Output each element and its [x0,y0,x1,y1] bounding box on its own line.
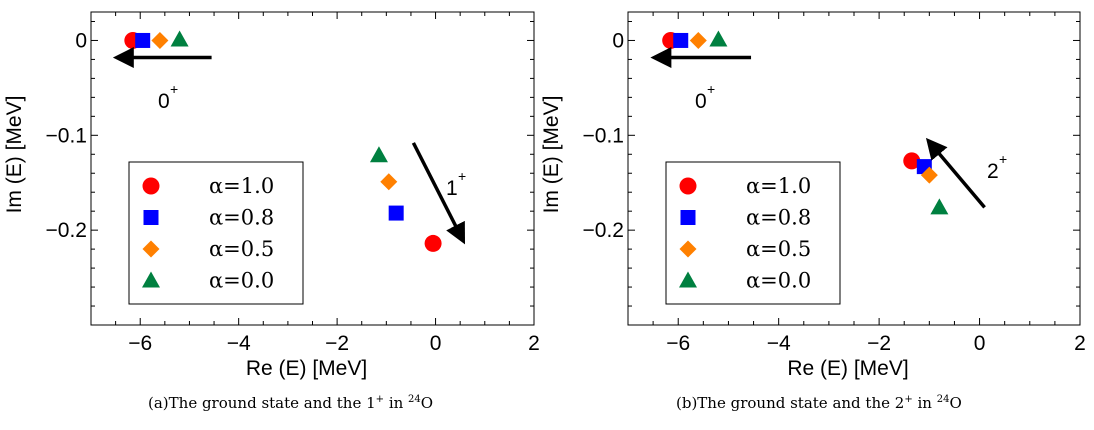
caption-b: (b)The ground state and the 2+ in 24O [676,394,962,412]
annotation-label: 0 [695,90,707,113]
legend-label: α=1.0 [746,174,811,198]
x-tick-label: 0 [430,332,442,355]
x-tick-label: 0 [974,332,986,355]
annotation-1: 2+ [925,137,1007,209]
data-point [920,166,938,184]
y-axis-label: Im (E) [MeV] [540,96,563,214]
x-tick-label: −2 [325,332,349,355]
legend-marker [679,240,697,258]
legend-marker [143,210,159,225]
arrow [925,137,986,209]
panel-a: −6 −4 −2 0 2 0 −0.1 −0.2 Re (E) [MeV] Im (E) [MeV… [3,11,540,380]
annotation-1: 1+ [411,142,466,245]
legend-label: α=0.8 [209,206,274,230]
data-point [170,30,189,47]
x-tick-label: 2 [1074,332,1086,355]
axis-ticks [627,12,1081,326]
y-tick-label: −0.1 [46,124,87,147]
data-point [903,152,921,170]
data-point [151,31,169,49]
annotation-sup: + [458,168,466,184]
figure: −6 −4 −2 0 2 0 −0.1 −0.2 Re (E) [MeV] Im (E) [MeV… [3,11,1086,380]
data-point [135,32,151,48]
legend: α=1.0 α=0.8 α=0.5 α=0.0 [128,161,304,305]
data-point [388,205,404,221]
y-tick-label: −0.2 [583,219,624,242]
data-point [369,146,388,163]
legend-label: α=0.5 [746,237,811,261]
annotation-label: 1 [446,177,458,200]
legend-label: α=0.0 [209,269,274,293]
arrow [411,142,466,245]
data-point [930,198,949,215]
x-tick-label: −4 [767,332,791,355]
x-axis-label: Re (E) [MeV] [787,357,908,380]
y-axis-label: Im (E) [MeV] [3,96,26,214]
x-tick-label: −6 [666,332,690,355]
series-1 [135,32,404,221]
y-tick-label: 0 [612,29,624,52]
annotation-label: 0 [158,90,170,113]
x-tick-label: 2 [528,332,540,355]
x-tick-label: −4 [227,332,251,355]
annotation-sup: + [170,81,178,97]
legend-marker [679,271,697,288]
annotation-sup: + [999,151,1007,167]
y-tick-label: −0.2 [46,219,87,242]
data-point [689,31,707,49]
legend-label: α=0.8 [746,206,811,230]
data-point [380,173,398,191]
data-point [424,234,442,252]
annotation-0: 0+ [112,47,212,113]
series-2 [689,31,938,184]
caption-a: (a)The ground state and the 1+ in 24O [148,394,434,412]
legend-label: α=0.5 [209,237,274,261]
legend-marker [680,210,696,225]
legend-label: α=0.0 [746,269,811,293]
axis-ticks [90,12,535,326]
annotation-sup: + [707,81,715,97]
legend-marker [142,240,160,258]
legend-marker [142,271,160,288]
x-tick-label: −2 [867,332,891,355]
series-1 [673,32,932,175]
legend: α=1.0 α=0.8 α=0.5 α=0.0 [665,161,841,305]
y-tick-label: 0 [75,29,87,52]
series-3 [170,30,388,163]
data-point [673,32,689,48]
panel-b: −6 −4 −2 0 2 0 −0.1 −0.2 Re (E) [MeV] Im (E) [MeV… [540,11,1086,380]
data-point [709,30,728,47]
legend-marker [142,177,160,195]
annotation-label: 2 [987,160,999,183]
legend-marker [679,177,697,195]
legend-label: α=1.0 [209,174,274,198]
x-axis-label: Re (E) [MeV] [246,357,367,380]
x-tick-label: −6 [128,332,152,355]
series-3 [709,30,949,215]
y-tick-label: −0.1 [583,124,624,147]
annotation-0: 0+ [650,47,752,113]
series-2 [151,31,398,191]
